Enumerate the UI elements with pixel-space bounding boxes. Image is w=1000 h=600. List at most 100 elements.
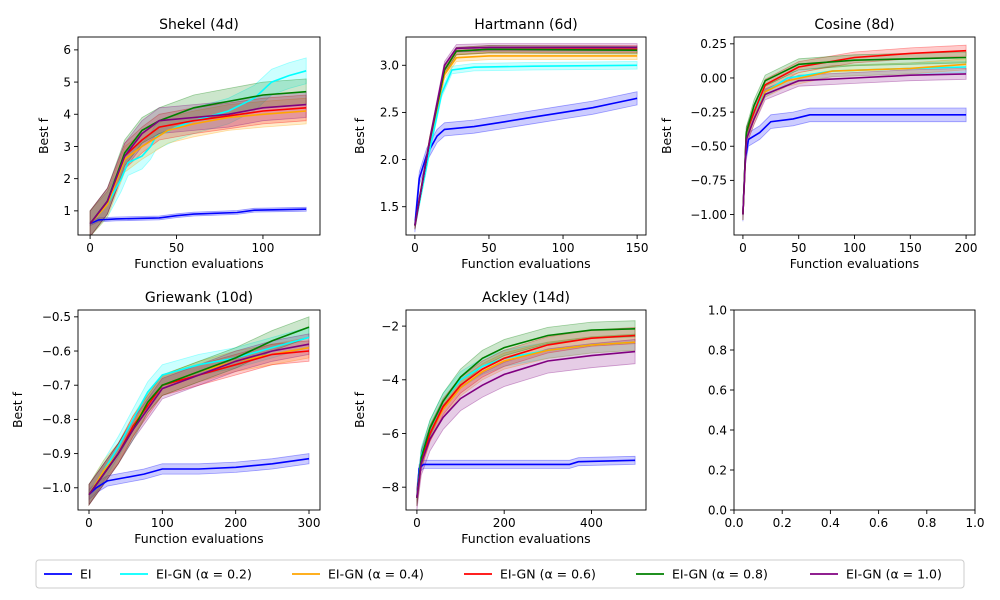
- x-tick-label: 0.8: [917, 516, 936, 530]
- y-tick-label: 5: [63, 75, 71, 89]
- series-line-6: [89, 103, 307, 225]
- y-axis-label: Best f: [352, 391, 367, 428]
- y-tick-label: −0.7: [42, 379, 71, 393]
- series-line-1: [89, 208, 307, 225]
- series-line-1: [416, 459, 636, 498]
- x-tick-label: 300: [298, 516, 321, 530]
- y-tick-label: −0.8: [42, 413, 71, 427]
- x-tick-label: 1.0: [965, 516, 984, 530]
- band-6: [742, 67, 967, 221]
- x-tick-label: 0: [413, 516, 421, 530]
- band-1: [88, 453, 310, 501]
- x-axis-label: Function evaluations: [461, 256, 590, 271]
- legend-label: EI-GN (α = 0.6): [500, 567, 596, 582]
- x-tick-label: 150: [626, 241, 649, 255]
- y-axis-label: Best f: [36, 117, 51, 154]
- x-axis-label: Function evaluations: [134, 531, 263, 546]
- series-line-4: [416, 334, 636, 498]
- y-tick-label: 2.0: [380, 153, 399, 167]
- subplot-title: Shekel (4d): [159, 17, 239, 33]
- series-line-6: [742, 73, 967, 215]
- x-tick-label: 0.4: [821, 516, 840, 530]
- y-tick-label: −2: [381, 319, 399, 333]
- y-tick-label: −0.25: [690, 105, 727, 119]
- series-line-1: [414, 97, 638, 226]
- subplot-6: 0.0 0.2 0.4 0.6 0.8 1.0 0.0 0.2 0.4 0.6 0.8 1.0: [708, 303, 985, 530]
- legend-box: [35, 559, 965, 589]
- plot-area: [89, 57, 307, 235]
- x-axis-label: Function evaluations: [134, 256, 263, 271]
- legend: EI EI-GN (α = 0.2) EI-GN (α = 0.4) EI-GN (α…: [35, 559, 965, 589]
- y-tick-label: 0.25: [700, 37, 727, 51]
- legend-label: EI-GN (α = 0.2): [156, 567, 252, 582]
- x-tick-label: 0: [411, 241, 419, 255]
- y-tick-label: −0.75: [690, 174, 727, 188]
- x-tick-label: 200: [493, 516, 516, 530]
- series-line-3: [742, 63, 967, 215]
- y-axis-label: Best f: [659, 117, 674, 154]
- plot-area: [416, 320, 636, 510]
- band-1: [742, 107, 967, 222]
- x-tick-label: 100: [843, 241, 866, 255]
- axes-frame: [405, 309, 647, 511]
- x-tick-label: 50: [791, 241, 806, 255]
- x-tick-label: 100: [552, 241, 575, 255]
- y-tick-label: 0.6: [708, 383, 727, 397]
- series-line-1: [88, 457, 310, 496]
- axes-frame: [405, 36, 647, 236]
- band-1: [416, 455, 636, 502]
- band-2: [414, 61, 638, 230]
- y-tick-label: −0.5: [42, 310, 71, 324]
- subplot-2: 0 50 100 150 1.5 2.0 2.5 3.0 Hartmann (6d) Functi…: [352, 17, 649, 271]
- band-6: [416, 339, 636, 510]
- series-line-6: [416, 350, 636, 499]
- y-tick-label: −6: [381, 427, 399, 441]
- y-tick-label: −8: [381, 480, 399, 494]
- y-tick-label: 1.0: [708, 303, 727, 317]
- plot-area: [742, 44, 967, 222]
- subplot-title: Griewank (10d): [145, 290, 253, 306]
- subplot-title: Ackley (14d): [482, 290, 570, 306]
- y-tick-label: 0.2: [708, 463, 727, 477]
- axes-frame: [77, 309, 321, 511]
- y-tick-label: 1.5: [380, 200, 399, 214]
- series-line-5: [416, 328, 636, 498]
- band-2: [89, 57, 307, 235]
- axes-frame: [733, 309, 976, 511]
- series-line-6: [88, 343, 310, 496]
- y-tick-label: −0.50: [690, 140, 727, 154]
- legend-label: EI-GN (α = 0.4): [328, 567, 424, 582]
- series-line-1: [742, 114, 967, 215]
- legend-label: EI-GN (α = 0.8): [672, 567, 768, 582]
- subplot-5: 0 200 400 −8 −6 −4 −2 Ackley (14d) Function eval…: [352, 290, 647, 546]
- y-tick-label: −0.6: [42, 344, 71, 358]
- series-line-6: [414, 46, 638, 226]
- y-tick-label: 3.0: [380, 59, 399, 73]
- y-tick-label: 0.0: [708, 503, 727, 517]
- series-line-2: [88, 336, 310, 496]
- y-tick-label: 6: [63, 43, 71, 57]
- band-1: [414, 91, 638, 233]
- x-tick-label: 150: [899, 241, 922, 255]
- series-line-5: [742, 56, 967, 215]
- y-tick-label: 3: [63, 140, 71, 154]
- subplot-4: 0 100 200 300 −1.0 −0.9 −0.8 −0.7 −0.6 −0.5 Griewa…: [10, 290, 320, 546]
- x-tick-label: 0: [739, 241, 747, 255]
- y-tick-label: 1: [63, 204, 71, 218]
- subplot-3: 0 50 100 150 200 −1.00 −0.75 −0.50 −0.25 0.00 0.25…: [659, 17, 978, 271]
- y-tick-label: 0.00: [700, 71, 727, 85]
- y-tick-label: 4: [63, 108, 71, 122]
- axes-frame: [77, 36, 321, 236]
- x-tick-label: 0: [85, 516, 93, 530]
- x-tick-label: 400: [580, 516, 603, 530]
- y-tick-label: 2: [63, 172, 71, 186]
- y-tick-label: 2.5: [380, 106, 399, 120]
- y-tick-label: 0.4: [708, 423, 727, 437]
- x-axis-label: Function evaluations: [790, 256, 919, 271]
- x-axis-label: Function evaluations: [461, 531, 590, 546]
- y-tick-label: −0.9: [42, 447, 71, 461]
- legend-label: EI-GN (α = 1.0): [846, 567, 942, 582]
- subplot-title: Hartmann (6d): [474, 17, 577, 33]
- y-axis-label: Best f: [352, 117, 367, 154]
